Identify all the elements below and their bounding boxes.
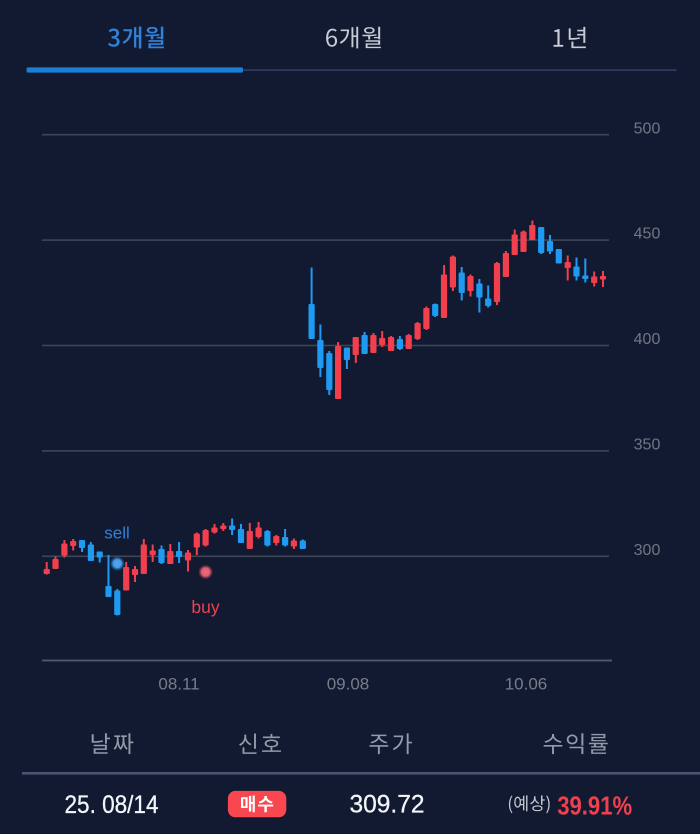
svg-text:08.11: 08.11 xyxy=(158,675,199,694)
svg-text:sell: sell xyxy=(104,524,130,543)
svg-text:500: 500 xyxy=(634,120,661,137)
svg-text:25. 08/14: 25. 08/14 xyxy=(65,791,159,819)
svg-text:39.91%: 39.91% xyxy=(557,792,632,820)
svg-text:300: 300 xyxy=(634,542,661,559)
svg-text:350: 350 xyxy=(634,437,661,454)
svg-text:10.06: 10.06 xyxy=(505,675,548,694)
svg-text:400: 400 xyxy=(634,331,661,348)
svg-text:buy: buy xyxy=(191,597,219,617)
svg-text:309.72: 309.72 xyxy=(350,791,425,819)
svg-text:450: 450 xyxy=(634,226,661,243)
svg-text:09.08: 09.08 xyxy=(327,675,370,694)
